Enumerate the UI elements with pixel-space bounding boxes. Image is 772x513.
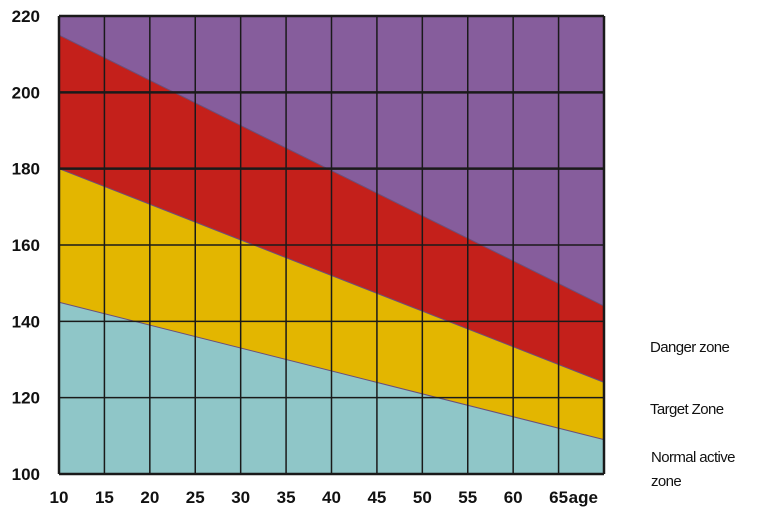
zone-label-line: zone <box>651 473 681 490</box>
y-tick-label: 140 <box>12 312 40 331</box>
y-tick-label: 100 <box>12 465 40 484</box>
zone-label-line: Target Zone <box>650 401 724 418</box>
x-tick-label: 10 <box>50 488 69 507</box>
x-tick-label: 40 <box>322 488 341 507</box>
zone-label-normal: Normal active zone <box>651 449 735 490</box>
zone-labels: Normal active zone Target Zone Danger zone <box>650 339 736 490</box>
y-axis-ticks: 100 120 140 160 180 200 220 <box>12 7 40 484</box>
x-tick-label: 25 <box>186 488 205 507</box>
y-tick-label: 220 <box>12 7 40 26</box>
x-tick-label: 50 <box>413 488 432 507</box>
grid-lines <box>57 14 606 476</box>
zone-label-target: Target Zone <box>650 401 724 418</box>
x-tick-label: 20 <box>140 488 159 507</box>
x-tick-label: 65 <box>549 488 568 507</box>
y-tick-label: 200 <box>12 83 40 102</box>
x-tick-label: 45 <box>367 488 386 507</box>
x-tick-label: 30 <box>231 488 250 507</box>
x-axis-label: age <box>569 488 598 507</box>
zone-label-line: Danger zone <box>650 339 730 356</box>
x-tick-label: 55 <box>458 488 477 507</box>
x-axis-ticks: 10 15 20 25 30 35 40 45 50 55 60 65 <box>50 488 569 507</box>
zone-label-danger: Danger zone <box>650 339 730 356</box>
x-tick-label: 15 <box>95 488 114 507</box>
x-tick-label: 60 <box>504 488 523 507</box>
zone-label-line: Normal active <box>651 449 735 466</box>
x-tick-label: 35 <box>277 488 296 507</box>
y-tick-label: 120 <box>12 389 40 408</box>
y-tick-label: 180 <box>12 160 40 179</box>
y-tick-label: 160 <box>12 236 40 255</box>
